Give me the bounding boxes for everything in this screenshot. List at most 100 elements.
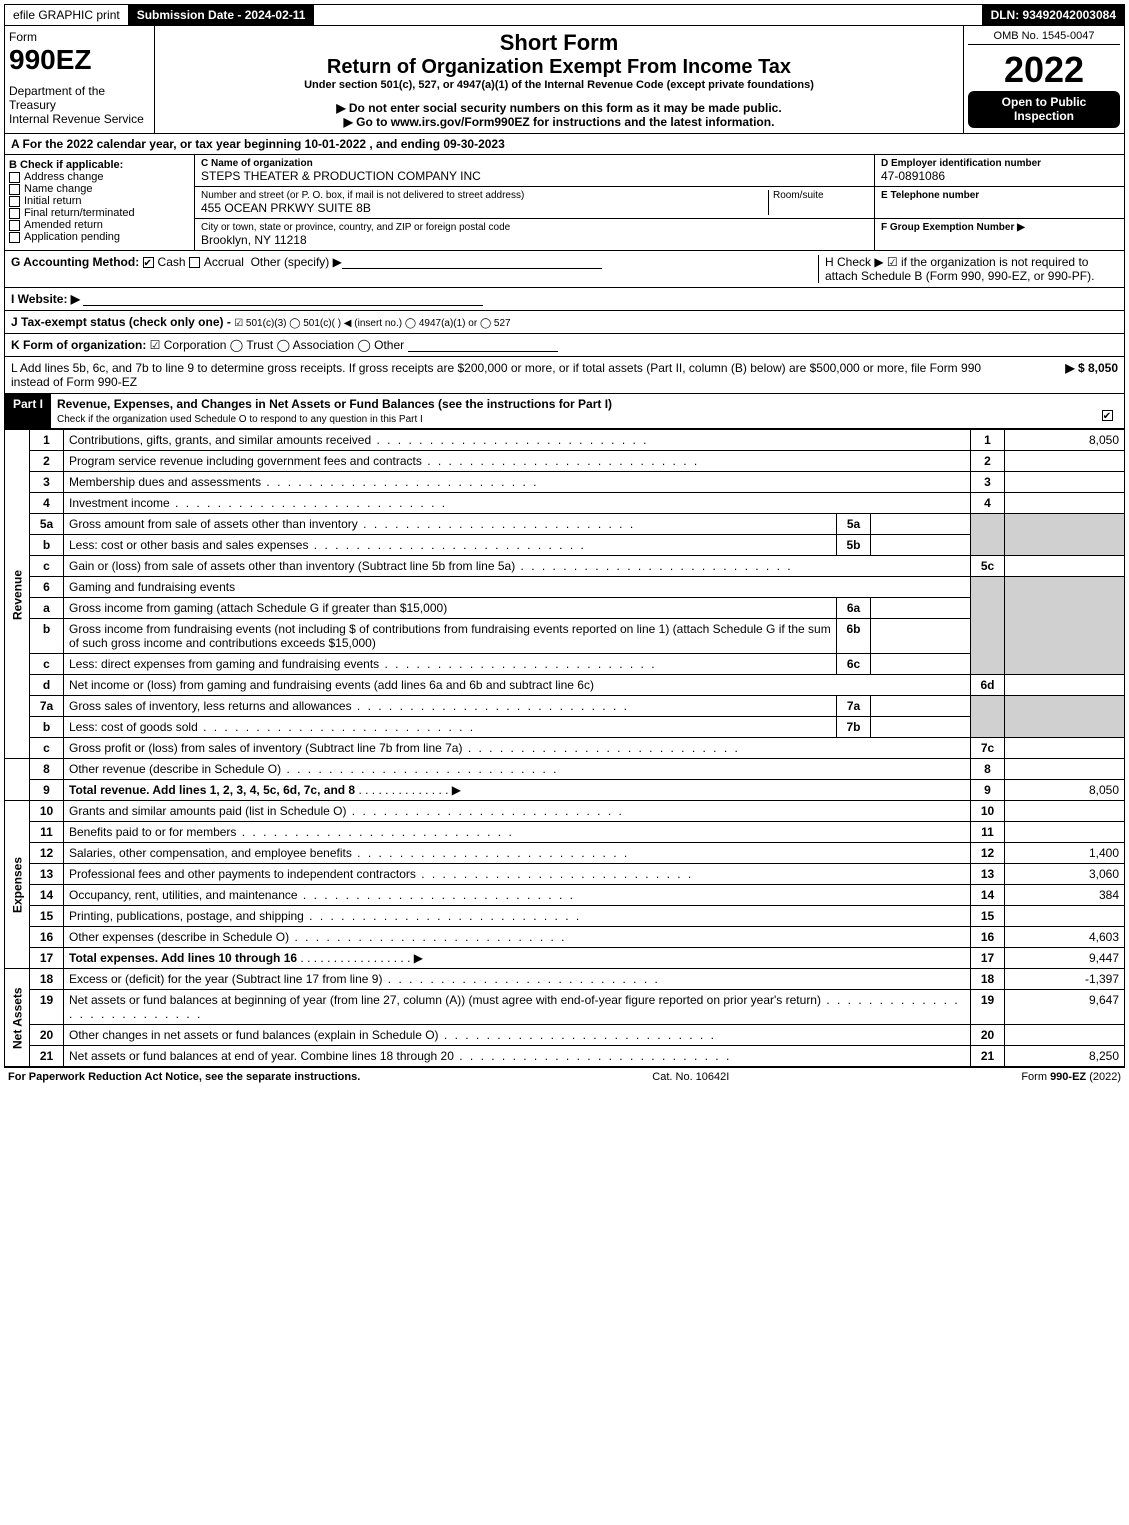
part1-lines-table: Revenue 1 Contributions, gifts, grants, … <box>4 429 1125 1067</box>
l9-val: 8,050 <box>1005 780 1125 801</box>
l5c-rno: 5c <box>971 556 1005 577</box>
l7b-desc: Less: cost of goods sold <box>69 720 475 734</box>
l4-val <box>1005 493 1125 514</box>
section-expenses-label: Expenses <box>5 801 30 969</box>
g-other: Other (specify) ▶ <box>251 255 342 269</box>
l7a-desc: Gross sales of inventory, less returns a… <box>69 699 629 713</box>
l17-desc: Total expenses. Add lines 10 through 16 <box>69 951 297 965</box>
l18-desc: Excess or (deficit) for the year (Subtra… <box>69 972 660 986</box>
part1-header-row: Part I Revenue, Expenses, and Changes in… <box>4 394 1125 429</box>
checkbox-initial-return[interactable] <box>9 196 20 207</box>
l7c-desc: Gross profit or (loss) from sales of inv… <box>69 741 740 755</box>
l6d-desc: Net income or (loss) from gaming and fun… <box>69 678 594 692</box>
l7c-rno: 7c <box>971 738 1005 759</box>
topbar-spacer <box>314 5 982 25</box>
checkbox-application-pending[interactable] <box>9 232 20 243</box>
l5b-sub: 5b <box>837 535 871 556</box>
l6b-sub: 6b <box>837 619 871 654</box>
checkbox-name-change[interactable] <box>9 184 20 195</box>
l6a-no: a <box>30 598 64 619</box>
l6d-no: d <box>30 675 64 696</box>
l11-no: 11 <box>30 822 64 843</box>
dept-label: Department of the Treasury <box>9 84 150 112</box>
l15-rno: 15 <box>971 906 1005 927</box>
l3-val <box>1005 472 1125 493</box>
l7c-val <box>1005 738 1125 759</box>
col-b: B Check if applicable: Address change Na… <box>5 155 195 250</box>
section-revenue-label2 <box>5 759 30 801</box>
title-short: Short Form <box>159 30 959 56</box>
l7a-sub: 7a <box>837 696 871 717</box>
submission-date: Submission Date - 2024-02-11 <box>129 5 315 25</box>
l16-desc: Other expenses (describe in Schedule O) <box>69 930 567 944</box>
l18-val: -1,397 <box>1005 969 1125 990</box>
page-footer: For Paperwork Reduction Act Notice, see … <box>4 1067 1125 1086</box>
l6b-subval <box>871 619 971 654</box>
l19-rno: 19 <box>971 990 1005 1025</box>
l13-rno: 13 <box>971 864 1005 885</box>
l1-no: 1 <box>30 430 64 451</box>
checkbox-cash[interactable] <box>143 257 154 268</box>
l1-desc: Contributions, gifts, grants, and simila… <box>69 433 649 447</box>
header-center: Short Form Return of Organization Exempt… <box>155 26 964 133</box>
l20-rno: 20 <box>971 1025 1005 1046</box>
form-number: 990EZ <box>9 44 150 76</box>
l11-val <box>1005 822 1125 843</box>
header-left: Form 990EZ Department of the Treasury In… <box>5 26 155 133</box>
checkbox-address-change[interactable] <box>9 172 20 183</box>
l12-val: 1,400 <box>1005 843 1125 864</box>
l5c-desc: Gain or (loss) from sale of assets other… <box>69 559 793 573</box>
org-city: Brooklyn, NY 11218 <box>201 233 868 247</box>
header-note2: ▶ Go to www.irs.gov/Form990EZ for instru… <box>159 115 959 129</box>
l5ab-rval-grey <box>1005 514 1125 556</box>
part1-title: Revenue, Expenses, and Changes in Net As… <box>51 394 1094 428</box>
checkbox-amended-return[interactable] <box>9 220 20 231</box>
l16-rno: 16 <box>971 927 1005 948</box>
ein-label: D Employer identification number <box>881 158 1118 169</box>
website-label: I Website: ▶ <box>11 292 80 306</box>
l12-desc: Salaries, other compensation, and employ… <box>69 846 629 860</box>
k-other-blank <box>408 340 558 352</box>
l2-rno: 2 <box>971 451 1005 472</box>
row-a-period: A For the 2022 calendar year, or tax yea… <box>4 134 1125 155</box>
l9-no: 9 <box>30 780 64 801</box>
footer-right: Form 990-EZ (2022) <box>1021 1071 1121 1083</box>
footer-center: Cat. No. 10642I <box>652 1071 729 1083</box>
footer-left: For Paperwork Reduction Act Notice, see … <box>8 1071 360 1083</box>
l4-no: 4 <box>30 493 64 514</box>
l17-val: 9,447 <box>1005 948 1125 969</box>
row-j: J Tax-exempt status (check only one) - ☑… <box>4 311 1125 334</box>
opt-name-change: Name change <box>24 183 93 195</box>
l10-no: 10 <box>30 801 64 822</box>
row-i: I Website: ▶ <box>4 288 1125 311</box>
opt-application-pending: Application pending <box>24 231 120 243</box>
l7a-no: 7a <box>30 696 64 717</box>
l5b-subval <box>871 535 971 556</box>
l2-val <box>1005 451 1125 472</box>
l21-rno: 21 <box>971 1046 1005 1067</box>
row-gh: G Accounting Method: Cash Accrual Other … <box>4 251 1125 288</box>
l18-no: 18 <box>30 969 64 990</box>
l16-val: 4,603 <box>1005 927 1125 948</box>
l13-desc: Professional fees and other payments to … <box>69 867 693 881</box>
checkbox-final-return[interactable] <box>9 208 20 219</box>
l9-rno: 9 <box>971 780 1005 801</box>
l21-no: 21 <box>30 1046 64 1067</box>
l5c-no: c <box>30 556 64 577</box>
l6d-val <box>1005 675 1125 696</box>
city-label: City or town, state or province, country… <box>201 222 868 233</box>
l6-desc: Gaming and fundraising events <box>64 577 971 598</box>
l8-val <box>1005 759 1125 780</box>
l17-rno: 17 <box>971 948 1005 969</box>
j-options: ☑ 501(c)(3) ◯ 501(c)( ) ◀ (insert no.) ◯… <box>234 318 510 329</box>
l5ab-rno-grey <box>971 514 1005 556</box>
g-other-blank <box>342 257 602 269</box>
checkbox-part1-scho[interactable] <box>1102 410 1113 421</box>
top-bar: efile GRAPHIC print Submission Date - 20… <box>4 4 1125 26</box>
checkbox-accrual[interactable] <box>189 257 200 268</box>
l6c-no: c <box>30 654 64 675</box>
l5a-sub: 5a <box>837 514 871 535</box>
l3-rno: 3 <box>971 472 1005 493</box>
l-amount: ▶ $ 8,050 <box>1018 361 1118 389</box>
l11-desc: Benefits paid to or for members <box>69 825 514 839</box>
